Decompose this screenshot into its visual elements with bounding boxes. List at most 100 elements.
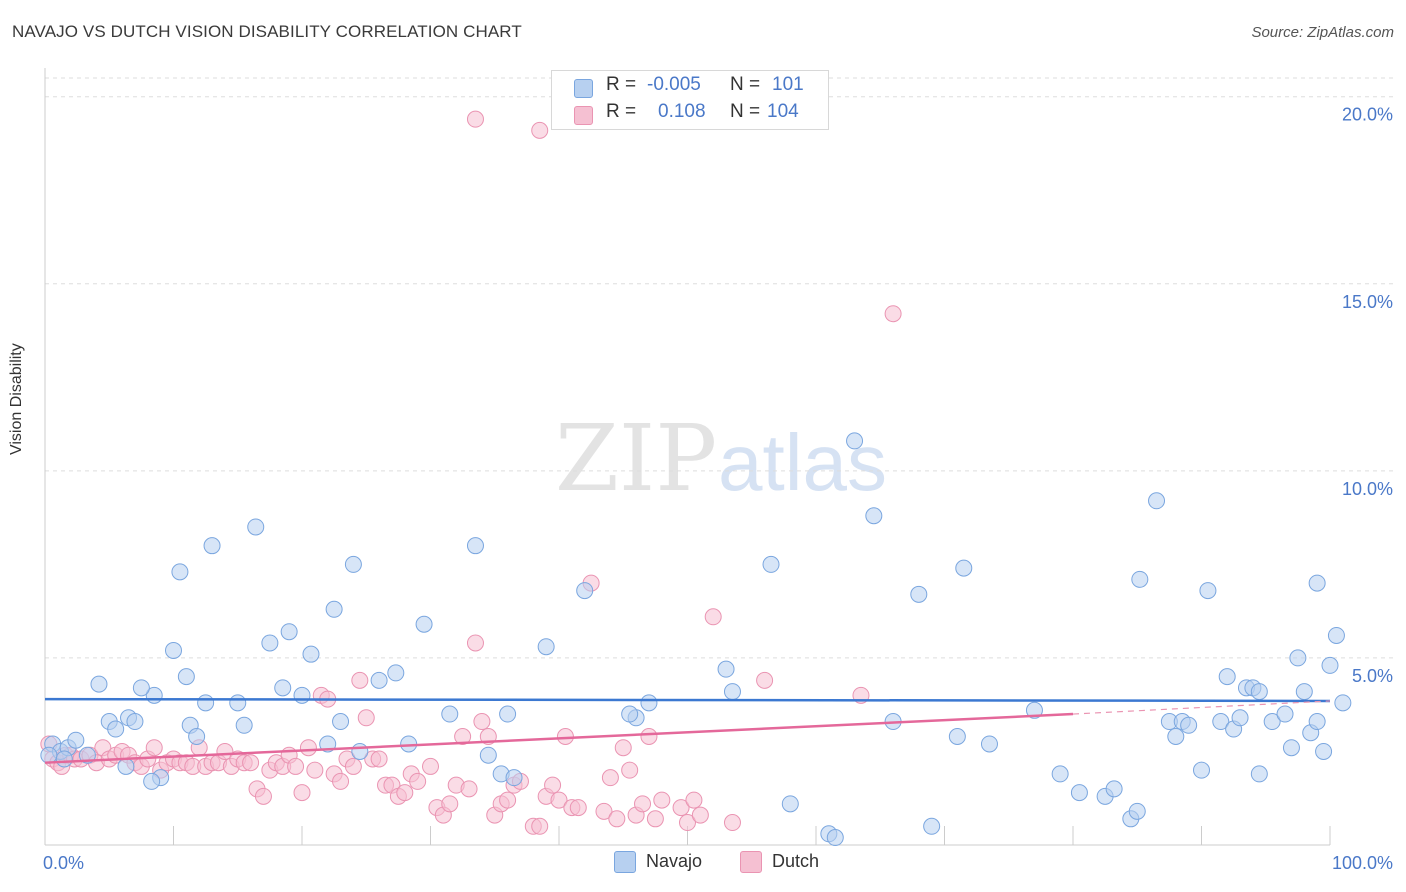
navajo-point [1212,713,1230,731]
navajo-point [165,641,182,659]
dutch-r-label: R = [606,101,637,122]
navajo-point [55,750,73,768]
watermark-atlas: atlas [718,418,887,507]
legend-row-navajo: R = -0.005 N = 101 [552,74,828,100]
dutch-point [653,791,671,809]
navajo-point [171,563,189,581]
dutch-point [287,757,305,775]
dutch-point [723,814,741,832]
navajo-point [865,507,883,525]
dutch-point [460,780,478,798]
dutch-swatch [574,106,593,125]
navajo-point [235,716,253,734]
dutch-point [608,810,626,828]
navajo-point [1315,742,1333,760]
navajo-point [261,634,279,652]
navajo-point [717,660,735,678]
navajo-swatch [574,79,593,98]
chart-title: NAVAJO VS DUTCH VISION DISABILITY CORREL… [12,22,522,41]
navajo-point [1250,683,1268,701]
navajo-point [948,727,966,745]
navajo-point [479,746,497,764]
navajo-point [1250,765,1268,783]
navajo-point [1327,626,1345,644]
navajo-point [576,582,594,600]
navajo-point [325,600,343,618]
navajo-point [505,769,523,787]
legend-navajo-swatch [614,851,636,874]
navajo-point [280,623,298,641]
navajo-point [1131,570,1149,588]
gridlines [45,77,1393,659]
tick-labels: 5.0% 10.0% 15.0% 20.0% 0.0% 100.0% [43,105,1393,873]
dutch-point [646,810,664,828]
navajo-point [229,694,247,712]
dutch-points [40,110,902,835]
dutch-n-label: N = [730,101,761,122]
navajo-point [923,817,941,835]
navajo-point [107,720,125,738]
dutch-point [704,608,722,626]
navajo-point [537,638,555,656]
navajo-point [980,735,998,753]
navajo-point [203,537,221,555]
navajo-point [640,694,658,712]
navajo-point [466,537,484,555]
navajo-point [1193,761,1210,779]
dutch-n-value: 104 [767,101,799,122]
navajo-point [762,555,780,573]
dutch-point [396,784,414,802]
dutch-point [145,739,163,757]
navajo-point [955,559,973,577]
dutch-point [569,799,587,817]
dutch-point [454,727,472,745]
navajo-r-label: R = [606,74,637,95]
dutch-point [672,799,690,817]
dutch-trend-line [44,712,1074,764]
navajo-point [132,679,150,697]
dutch-point [422,757,439,775]
navajo-point [274,679,292,697]
navajo-point [910,585,928,603]
y-tick-label: 5.0% [1352,666,1393,686]
navajo-point [1180,716,1198,734]
navajo-point [1308,574,1326,592]
navajo-point [441,705,459,723]
navajo-point [1128,802,1146,820]
navajo-point [40,746,58,764]
dutch-point [634,795,652,813]
dutch-point [531,817,549,835]
dutch-point [344,757,362,775]
watermark: ZIP atlas [555,405,887,512]
navajo-point [1025,701,1043,719]
y-tick-label: 15.0% [1342,292,1393,312]
navajo-point [1282,739,1300,757]
navajo-point [1051,765,1069,783]
dutch-point [884,305,902,323]
watermark-zip: ZIP [555,405,717,512]
navajo-points [40,432,1352,847]
navajo-point [344,555,362,573]
navajo-point [1105,780,1123,798]
navajo-point [370,671,388,689]
dutch-point [531,121,549,139]
navajo-point [1148,492,1166,510]
navajo-point [1276,705,1294,723]
dutch-point [756,671,774,689]
navajo-point [499,705,517,723]
navajo-point [247,518,265,536]
dutch-point [640,727,658,745]
navajo-point [1295,683,1313,701]
navajo-r-value: -0.005 [647,74,701,95]
navajo-point [1231,709,1249,727]
navajo-point [621,705,639,723]
dutch-point [306,761,324,779]
correlation-legend: R = -0.005 N = 101 R = 0.108 N = 104 [551,70,829,130]
navajo-point [1167,727,1185,745]
navajo-point [1263,713,1281,731]
dutch-point [691,806,709,824]
navajo-point [293,686,311,704]
chart-source: Source: ZipAtlas.com [1251,24,1394,41]
dutch-point [473,713,491,731]
navajo-point [188,727,206,745]
